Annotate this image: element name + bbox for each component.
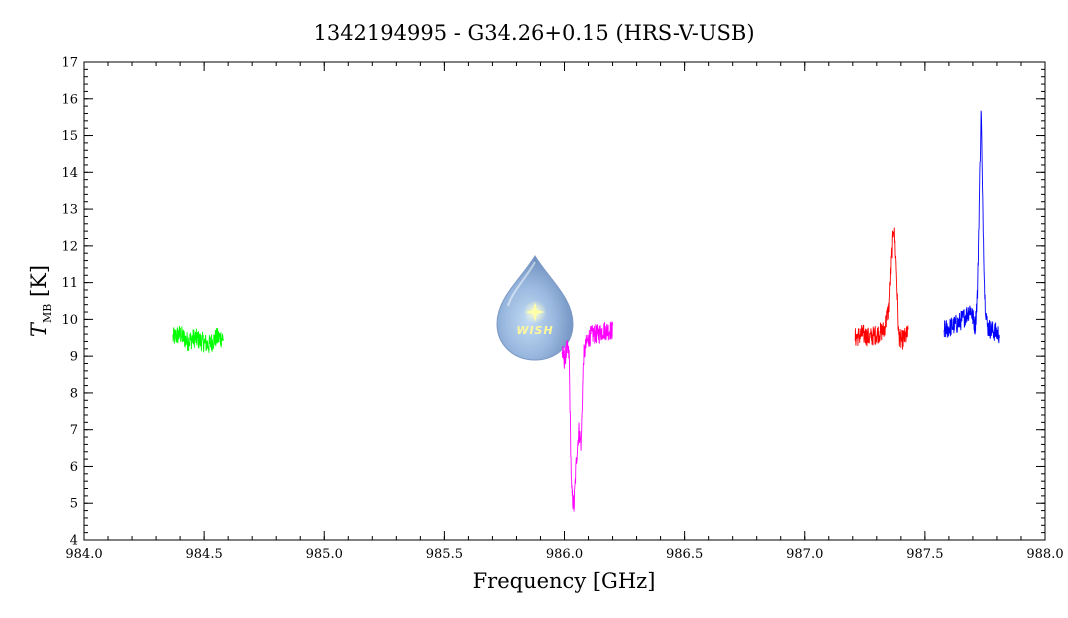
y-tick-label: 15 <box>61 129 78 144</box>
y-tick-label: 5 <box>70 497 78 512</box>
y-tick-label: 7 <box>70 423 78 438</box>
y-tick-label: 4 <box>70 534 78 549</box>
series-line-2 <box>561 321 613 512</box>
wish-logo-text: WISH <box>516 324 553 337</box>
y-tick-labels: 4 5 6 7 8 9 10 11 12 13 14 15 16 17 <box>61 56 78 549</box>
y-tick-label: 12 <box>61 239 78 254</box>
y-tick-label: 9 <box>70 350 78 365</box>
x-tick-label: 987.5 <box>906 547 943 562</box>
y-axis-label-main: T <box>27 321 51 337</box>
x-tick-label: 987.0 <box>786 547 823 562</box>
y-axis-label-sub: MB <box>41 304 54 323</box>
x-tick-label: 985.0 <box>306 547 343 562</box>
y-tick-label: 11 <box>61 276 78 291</box>
wish-logo: WISH <box>496 255 574 361</box>
y-tick-label: 13 <box>61 203 78 218</box>
y-tick-label: 17 <box>61 56 78 71</box>
y-tick-label: 14 <box>61 166 78 181</box>
x-tick-labels: 984.0 984.5 985.0 985.5 986.0 986.5 987.0 987.5… <box>65 547 1063 562</box>
series-line-4 <box>943 110 1000 344</box>
series-line-3 <box>854 227 909 350</box>
y-tick-label: 8 <box>70 386 78 401</box>
y-tick-label: 6 <box>70 460 78 475</box>
ticks-layer <box>83 61 1046 541</box>
x-tick-label: 984.5 <box>186 547 223 562</box>
x-tick-label: 988.0 <box>1026 547 1063 562</box>
x-tick-label: 986.0 <box>546 547 583 562</box>
series-line-1 <box>172 325 224 353</box>
y-tick-label: 16 <box>61 92 78 107</box>
y-axis-label-unit: [K] <box>27 265 51 304</box>
y-axis-label: TMB [K] <box>27 265 54 337</box>
series-layer <box>172 110 1000 512</box>
x-tick-label: 985.5 <box>426 547 463 562</box>
x-tick-label: 984.0 <box>65 547 102 562</box>
y-tick-label: 10 <box>61 313 78 328</box>
x-axis-label: Frequency [GHz] <box>473 569 656 593</box>
chart-title: 1342194995 - G34.26+0.15 (HRS-V-USB) <box>313 21 754 45</box>
x-tick-label: 986.5 <box>666 547 703 562</box>
